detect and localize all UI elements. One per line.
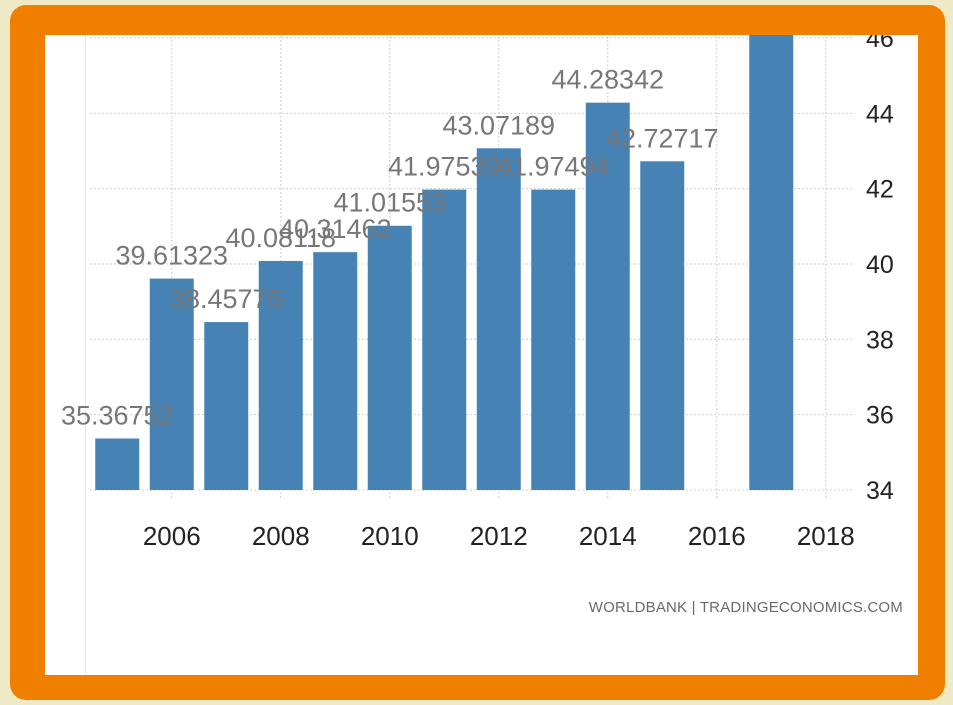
y-tick-label: 42 bbox=[866, 176, 894, 204]
x-tick-label: 2008 bbox=[252, 521, 310, 551]
y-tick-label: 34 bbox=[866, 477, 894, 505]
source-credit: WORLDBANK | TRADINGECONOMICS.COM bbox=[588, 599, 903, 616]
y-axis: 34 36 38 40 42 44 46 bbox=[866, 25, 894, 505]
data-label: 43.07189 bbox=[442, 110, 555, 140]
x-tick-label: 2018 bbox=[797, 521, 855, 551]
x-tick-label: 2012 bbox=[470, 521, 528, 551]
bar bbox=[585, 102, 630, 491]
x-tick-label: 2016 bbox=[688, 521, 746, 551]
data-label: 42.72717 bbox=[606, 123, 719, 153]
bar bbox=[749, 35, 794, 491]
y-tick-label: 46 bbox=[866, 25, 894, 53]
panel-edge-line bbox=[85, 35, 86, 675]
data-label: 35.36752 bbox=[61, 400, 174, 430]
y-tick-label: 36 bbox=[866, 402, 894, 430]
y-tick-label: 44 bbox=[866, 100, 894, 128]
data-label: 41.01553 bbox=[333, 188, 446, 218]
bar bbox=[531, 189, 576, 490]
x-axis: 2006 2008 2010 2012 2014 2016 2018 bbox=[143, 521, 855, 551]
bar bbox=[476, 148, 521, 490]
bar bbox=[640, 161, 685, 490]
data-label: 40.31462 bbox=[279, 214, 392, 244]
data-label: 40.08118 bbox=[225, 223, 336, 253]
bar bbox=[258, 260, 303, 490]
bar bbox=[313, 252, 358, 490]
x-tick-label: 2014 bbox=[579, 521, 637, 551]
data-label: 41.97494 bbox=[497, 152, 610, 182]
data-label: 39.61323 bbox=[115, 241, 228, 271]
bar bbox=[367, 225, 412, 491]
bars bbox=[95, 35, 794, 491]
bar bbox=[149, 278, 194, 490]
bar bbox=[422, 189, 467, 491]
data-label: 41.97539 bbox=[388, 152, 501, 182]
y-tick-label: 38 bbox=[866, 326, 894, 354]
data-label: 44.28342 bbox=[551, 65, 664, 95]
bar bbox=[95, 438, 140, 490]
y-tick-label: 40 bbox=[866, 251, 894, 279]
grid-lines bbox=[90, 35, 853, 498]
data-labels: 35.36752 39.61323 38.45776 40.0811840.31462… bbox=[61, 65, 719, 431]
x-tick-label: 2010 bbox=[361, 521, 419, 551]
x-tick-label: 2006 bbox=[143, 521, 201, 551]
data-label: 38.45776 bbox=[170, 284, 283, 314]
bar bbox=[204, 322, 249, 490]
